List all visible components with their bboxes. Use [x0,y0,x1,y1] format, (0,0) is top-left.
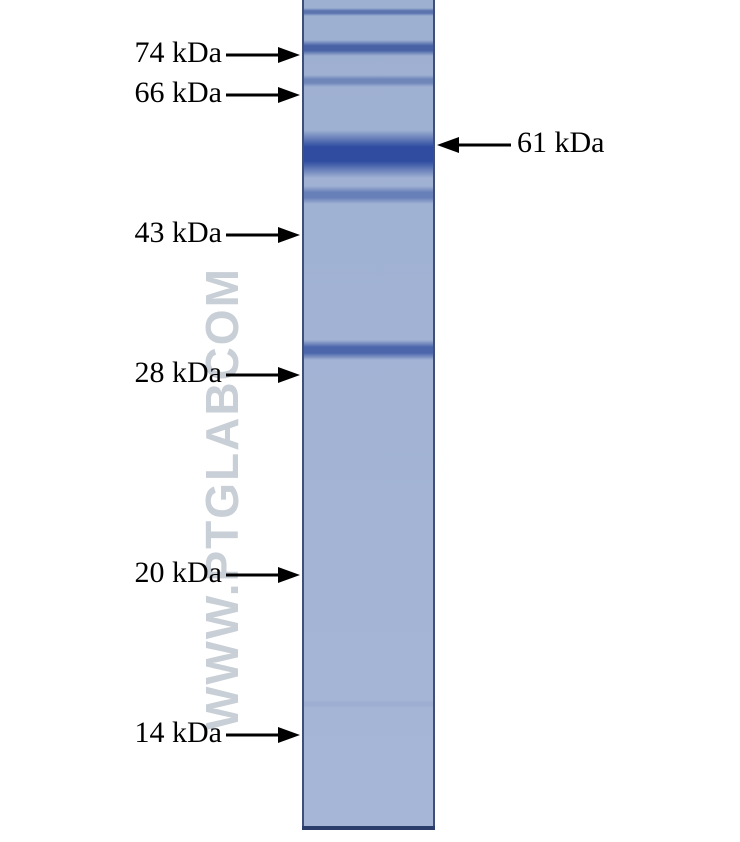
gel-band [302,40,435,56]
gel-band [302,186,435,204]
target-band-label: 61 kDa [517,126,604,160]
lane-bottom-edge [302,826,435,830]
lane-right-border [433,0,435,830]
mw-marker-label: 20 kDa [135,556,222,590]
bands-container [302,0,435,830]
mw-marker-arrow [226,564,300,591]
mw-marker-label: 28 kDa [135,356,222,390]
gel-band [302,130,435,178]
mw-marker-arrow [226,44,300,71]
mw-marker-label: 14 kDa [135,716,222,750]
gel-band [302,75,435,87]
mw-marker-label: 43 kDa [135,216,222,250]
mw-marker-arrow [226,84,300,111]
mw-marker-arrow [226,364,300,391]
mw-marker-arrow [226,224,300,251]
gel-lane [302,0,435,830]
gel-image: WWW.PTGLABCOM 74 kDa 66 kDa 43 kDa 28 kDa 20… [0,0,740,842]
gel-band [302,700,435,708]
arrow-left-icon [437,134,511,156]
arrow-right-icon [226,564,300,586]
arrow-right-icon [226,84,300,106]
mw-marker-label: 66 kDa [135,76,222,110]
arrow-right-icon [226,724,300,746]
arrow-right-icon [226,44,300,66]
watermark-text: WWW.PTGLABCOM [195,110,249,730]
gel-band [302,340,435,360]
target-band-arrow [437,134,511,161]
lane-left-border [302,0,304,830]
arrow-right-icon [226,224,300,246]
gel-band [302,8,435,16]
mw-marker-label: 74 kDa [135,36,222,70]
mw-marker-arrow [226,724,300,751]
arrow-right-icon [226,364,300,386]
